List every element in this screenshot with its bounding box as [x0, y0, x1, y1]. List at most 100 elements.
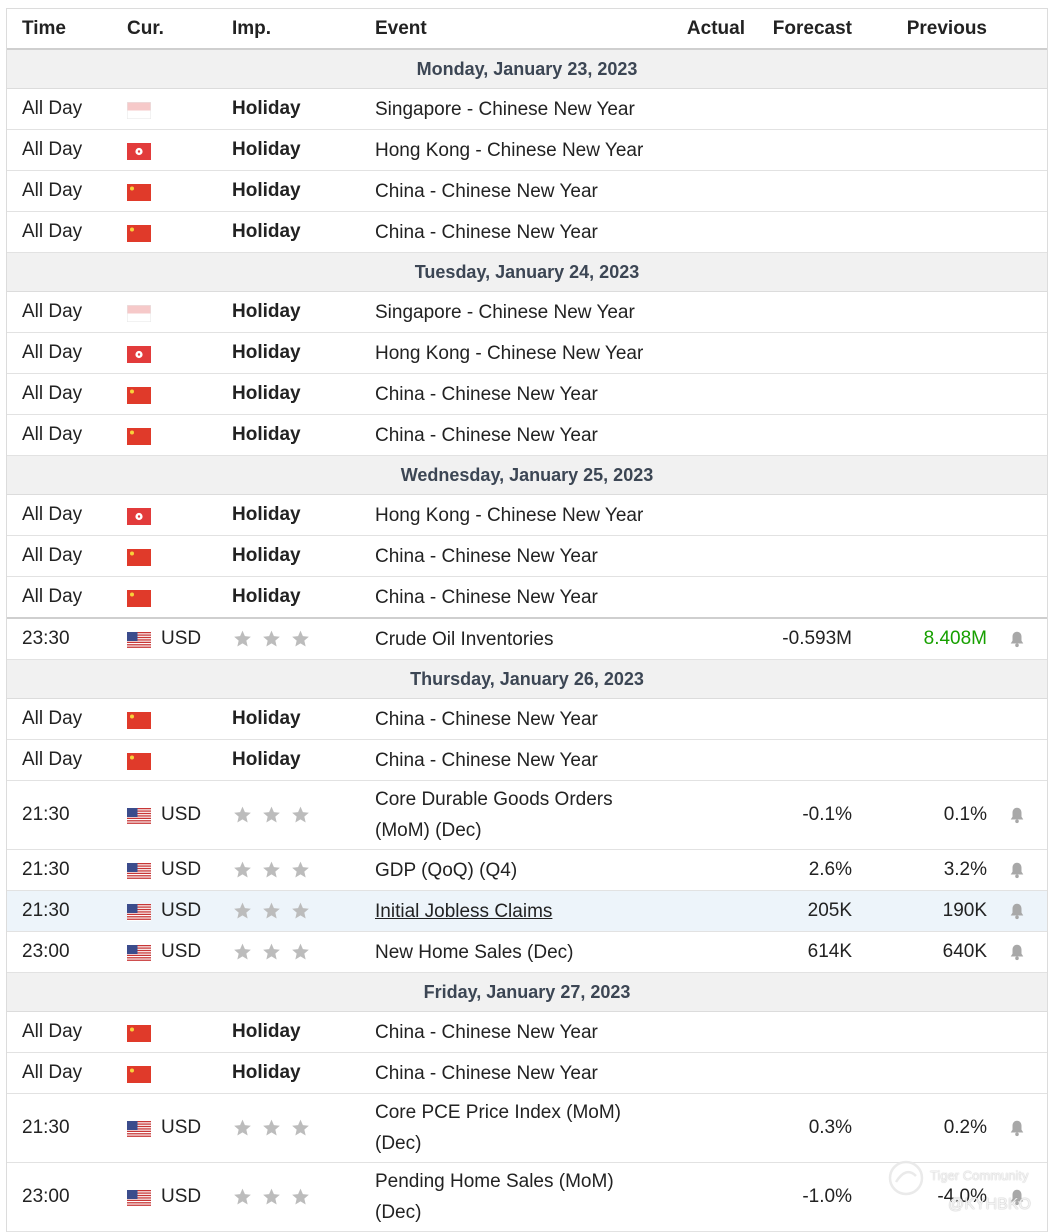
event-row[interactable]: 21:30 USD Core Durable Goods Orders (MoM) … [7, 780, 1047, 850]
event-currency-cell [127, 535, 232, 577]
event-time: All Day [7, 332, 127, 374]
event-currency-cell: USD [127, 780, 232, 850]
event-cell: Core PCE Price Index (MoM) (Dec) [375, 1093, 677, 1163]
bell-icon[interactable] [1008, 902, 1026, 920]
event-previous [852, 129, 987, 171]
event-row[interactable]: 21:30 USD Initial Jobless Claims 205K 190K [7, 890, 1047, 932]
event-row[interactable]: All Day Holiday Singapore - Chinese New Ye… [7, 291, 1047, 333]
event-alert-cell [987, 1011, 1047, 1053]
event-previous [852, 576, 987, 619]
header-event[interactable]: Event [375, 9, 677, 50]
importance-label: Holiday [232, 383, 301, 404]
importance-stars [232, 1186, 319, 1208]
importance-label: Holiday [232, 545, 301, 566]
event-forecast [745, 739, 852, 781]
event-name: China - Chinese New Year [375, 383, 598, 405]
event-row[interactable]: 23:30 USD Crude Oil Inventories -0.593M 8.40… [7, 617, 1047, 660]
event-forecast [745, 414, 852, 456]
event-forecast [745, 535, 852, 577]
event-cell: Hong Kong - Chinese New Year [375, 129, 677, 171]
event-row[interactable]: All Day Holiday Singapore - Chinese New Ye… [7, 88, 1047, 130]
bell-icon[interactable] [1008, 1119, 1026, 1137]
event-forecast [745, 698, 852, 740]
event-row[interactable]: All Day Holiday China - Chinese New Year [7, 535, 1047, 577]
event-row[interactable]: All Day Holiday China - Chinese New Year [7, 576, 1047, 619]
event-cell: China - Chinese New Year [375, 576, 677, 619]
event-row[interactable]: All Day Holiday China - Chinese New Year [7, 1011, 1047, 1053]
cn-flag [127, 1025, 151, 1043]
event-time: All Day [7, 1052, 127, 1094]
event-time: 21:30 [7, 890, 127, 932]
event-row[interactable]: All Day Holiday China - Chinese New Year [7, 739, 1047, 781]
event-row[interactable]: 21:30 USD GDP (QoQ) (Q4) 2.6% 3.2% [7, 849, 1047, 891]
header-currency[interactable]: Cur. [127, 9, 232, 50]
event-alert-cell [987, 414, 1047, 456]
event-alert-cell [987, 211, 1047, 253]
event-row[interactable]: All Day Holiday Hong Kong - Chinese New Ye… [7, 332, 1047, 374]
event-previous [852, 88, 987, 130]
importance-label: Holiday [232, 1021, 301, 1042]
event-alert-cell [987, 129, 1047, 171]
header-time[interactable]: Time [7, 9, 127, 50]
event-previous [852, 1052, 987, 1094]
event-row[interactable]: All Day Holiday China - Chinese New Year [7, 373, 1047, 415]
event-alert-cell [987, 535, 1047, 577]
event-row[interactable]: All Day Holiday China - Chinese New Year [7, 211, 1047, 253]
event-row[interactable]: All Day Holiday Hong Kong - Chinese New Ye… [7, 129, 1047, 171]
event-alert-cell [987, 849, 1047, 891]
event-importance: Holiday [232, 739, 375, 781]
star-icon [261, 901, 282, 921]
event-name: China - Chinese New Year [375, 1021, 598, 1043]
event-alert-cell [987, 88, 1047, 130]
star-icon [290, 805, 311, 825]
event-row[interactable]: All Day Holiday China - Chinese New Year [7, 1052, 1047, 1094]
event-actual [677, 890, 745, 932]
event-currency-cell [126, 291, 232, 333]
day-label: Thursday, January 26, 2023 [7, 659, 1047, 699]
bell-icon[interactable] [1008, 806, 1026, 824]
event-actual [677, 1162, 745, 1232]
bell-icon[interactable] [1008, 630, 1026, 648]
header-actual[interactable]: Actual [677, 9, 745, 50]
header-importance[interactable]: Imp. [232, 9, 375, 50]
day-label: Monday, January 23, 2023 [7, 48, 1047, 89]
event-actual [677, 1093, 745, 1163]
event-previous: -4.0% [852, 1162, 987, 1232]
event-row[interactable]: 23:00 USD New Home Sales (Dec) 614K 640K [7, 931, 1047, 973]
header-row: Time Cur. Imp. Event Actual Forecast Pre… [7, 9, 1047, 50]
event-importance [232, 617, 375, 660]
event-time: All Day [7, 88, 127, 130]
event-importance [232, 1093, 375, 1163]
star-icon [290, 1187, 311, 1207]
bell-icon[interactable] [1008, 943, 1026, 961]
event-currency-cell [127, 576, 232, 619]
event-previous: 190K [852, 890, 987, 932]
event-name-link[interactable]: Initial Jobless Claims [375, 900, 553, 922]
event-cell: GDP (QoQ) (Q4) [375, 849, 677, 891]
event-currency-cell: USD [127, 1093, 232, 1163]
bell-icon[interactable] [1008, 1188, 1026, 1206]
tiger-logo-icon [888, 1160, 924, 1196]
event-row[interactable]: All Day Holiday Hong Kong - Chinese New Ye… [7, 494, 1047, 536]
event-actual [677, 617, 745, 660]
bell-icon[interactable] [1008, 861, 1026, 879]
event-cell: China - Chinese New Year [375, 1052, 677, 1094]
event-importance: Holiday [232, 170, 375, 212]
event-name: China - Chinese New Year [375, 708, 598, 730]
event-time: 23:30 [7, 617, 127, 660]
event-row[interactable]: 23:00 USD Pending Home Sales (MoM) (Dec) -1… [7, 1162, 1047, 1232]
event-row[interactable]: 21:30 USD Core PCE Price Index (MoM) (Dec)… [7, 1093, 1047, 1163]
header-forecast[interactable]: Forecast [745, 9, 852, 50]
header-previous[interactable]: Previous [852, 9, 987, 50]
event-cell: Hong Kong - Chinese New Year [375, 494, 677, 536]
star-icon [232, 1187, 253, 1207]
event-row[interactable]: All Day Holiday China - Chinese New Year [7, 170, 1047, 212]
event-name: China - Chinese New Year [375, 1062, 598, 1084]
event-row[interactable]: All Day Holiday China - Chinese New Year [7, 414, 1047, 456]
event-row[interactable]: All Day Holiday China - Chinese New Year [7, 698, 1047, 740]
event-name: China - Chinese New Year [375, 586, 598, 608]
event-name: China - Chinese New Year [375, 424, 598, 446]
importance-label: Holiday [232, 424, 301, 445]
event-actual [677, 332, 745, 374]
event-previous: 0.2% [852, 1093, 987, 1163]
